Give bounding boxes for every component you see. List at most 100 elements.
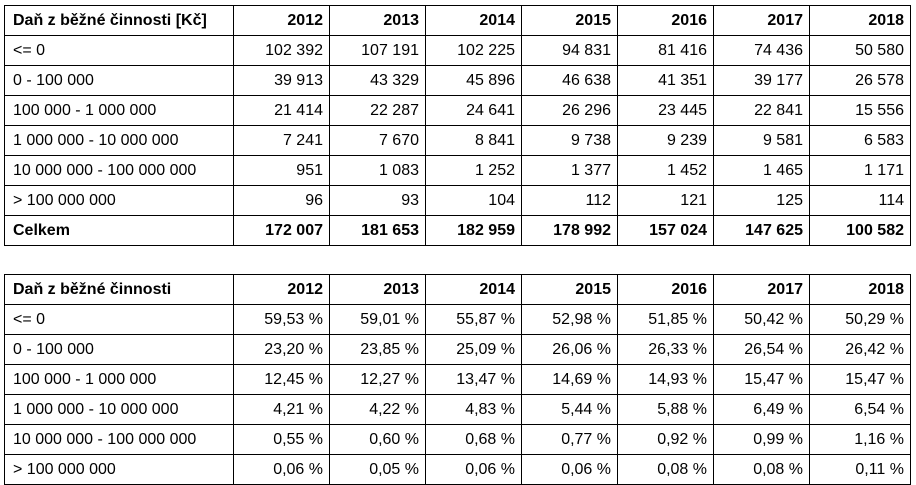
value-cell: 0,55 % — [233, 424, 330, 455]
value-cell: 25,09 % — [425, 334, 522, 365]
row-label-cell: > 100 000 000 — [4, 454, 234, 485]
value-cell: 6,49 % — [713, 394, 810, 425]
value-cell: 13,47 % — [425, 364, 522, 395]
value-cell: 125 — [713, 185, 810, 216]
table-row: 100 000 - 1 000 000 12,45 % 12,27 % 13,47 %… — [4, 364, 911, 395]
table-row: > 100 000 000 96 93 104 112 121 125 114 — [4, 185, 911, 216]
value-cell: 1,16 % — [809, 424, 911, 455]
value-cell: 2016 — [617, 5, 714, 36]
value-cell: 96 — [233, 185, 330, 216]
value-cell: 50,42 % — [713, 304, 810, 335]
value-cell: 46 638 — [521, 65, 618, 96]
value-cell: 26,33 % — [617, 334, 714, 365]
value-cell: 7 241 — [233, 125, 330, 156]
table-row: <= 0 102 392 107 191 102 225 94 831 81 416 74 … — [4, 35, 911, 66]
value-cell: 0,92 % — [617, 424, 714, 455]
value-cell: 39 177 — [713, 65, 810, 96]
row-label-cell: 100 000 - 1 000 000 — [4, 95, 234, 126]
value-cell: 0,11 % — [809, 454, 911, 485]
value-cell: 2017 — [713, 274, 810, 305]
value-cell: 104 — [425, 185, 522, 216]
value-cell: 23 445 — [617, 95, 714, 126]
value-cell: 94 831 — [521, 35, 618, 66]
value-cell: 147 625 — [713, 215, 810, 246]
value-cell: 45 896 — [425, 65, 522, 96]
table-row: 1 000 000 - 10 000 000 7 241 7 670 8 841 9 7… — [4, 125, 911, 156]
value-cell: 26 578 — [809, 65, 911, 96]
table-row: 10 000 000 - 100 000 000 0,55 % 0,60 % 0,68… — [4, 424, 911, 455]
value-cell: 12,45 % — [233, 364, 330, 395]
value-cell: 26 296 — [521, 95, 618, 126]
value-cell: 2014 — [425, 5, 522, 36]
value-cell: 100 582 — [809, 215, 911, 246]
value-cell: 0,99 % — [713, 424, 810, 455]
row-label-cell: <= 0 — [4, 304, 234, 335]
value-cell: 52,98 % — [521, 304, 618, 335]
value-cell: 0,68 % — [425, 424, 522, 455]
value-cell: 107 191 — [329, 35, 426, 66]
value-cell: 50,29 % — [809, 304, 911, 335]
value-cell: 14,93 % — [617, 364, 714, 395]
value-cell: 172 007 — [233, 215, 330, 246]
value-cell: 4,22 % — [329, 394, 426, 425]
value-cell: 15,47 % — [713, 364, 810, 395]
value-cell: 24 641 — [425, 95, 522, 126]
value-cell: 39 913 — [233, 65, 330, 96]
value-cell: 0,06 % — [521, 454, 618, 485]
row-label-cell: 0 - 100 000 — [4, 65, 234, 96]
value-cell: 0,08 % — [713, 454, 810, 485]
value-cell: 8 841 — [425, 125, 522, 156]
value-cell: 26,42 % — [809, 334, 911, 365]
value-cell: 1 171 — [809, 155, 911, 186]
row-label-cell: 100 000 - 1 000 000 — [4, 364, 234, 395]
value-cell: 55,87 % — [425, 304, 522, 335]
value-cell: 0,06 % — [425, 454, 522, 485]
value-cell: 21 414 — [233, 95, 330, 126]
value-cell: 0,06 % — [233, 454, 330, 485]
row-label-cell: Daň z běžné činnosti [Kč] — [4, 5, 234, 36]
value-cell: 1 377 — [521, 155, 618, 186]
value-cell: 59,01 % — [329, 304, 426, 335]
value-cell: 182 959 — [425, 215, 522, 246]
value-cell: 59,53 % — [233, 304, 330, 335]
value-cell: 7 670 — [329, 125, 426, 156]
table-row: 0 - 100 000 23,20 % 23,85 % 25,09 % 26,06 % 2… — [4, 334, 911, 365]
value-cell: 6,54 % — [809, 394, 911, 425]
value-cell: 22 841 — [713, 95, 810, 126]
value-cell: 81 416 — [617, 35, 714, 66]
tax-share-table-body: Daň z běžné činnosti 2012 2013 2014 2015 2016… — [4, 274, 911, 485]
value-cell: 1 252 — [425, 155, 522, 186]
value-cell: 178 992 — [521, 215, 618, 246]
row-label-cell: > 100 000 000 — [4, 185, 234, 216]
row-label-cell: 10 000 000 - 100 000 000 — [4, 424, 234, 455]
value-cell: 12,27 % — [329, 364, 426, 395]
value-cell: 951 — [233, 155, 330, 186]
value-cell: 14,69 % — [521, 364, 618, 395]
value-cell: 2013 — [329, 5, 426, 36]
value-cell: 2018 — [809, 5, 911, 36]
row-label-cell: 0 - 100 000 — [4, 334, 234, 365]
value-cell: 2012 — [233, 5, 330, 36]
value-cell: 5,44 % — [521, 394, 618, 425]
value-cell: 1 083 — [329, 155, 426, 186]
value-cell: 102 225 — [425, 35, 522, 66]
value-cell: 157 024 — [617, 215, 714, 246]
row-label-cell: 1 000 000 - 10 000 000 — [4, 394, 234, 425]
value-cell: 51,85 % — [617, 304, 714, 335]
value-cell: 0,05 % — [329, 454, 426, 485]
table-row: 1 000 000 - 10 000 000 4,21 % 4,22 % 4,83 %… — [4, 394, 911, 425]
value-cell: 50 580 — [809, 35, 911, 66]
value-cell: 4,83 % — [425, 394, 522, 425]
value-cell: 102 392 — [233, 35, 330, 66]
row-label-cell: Celkem — [4, 215, 234, 246]
header-row: Daň z běžné činnosti 2012 2013 2014 2015 2016… — [4, 274, 911, 305]
value-cell: 181 653 — [329, 215, 426, 246]
value-cell: 0,60 % — [329, 424, 426, 455]
value-cell: 15,47 % — [809, 364, 911, 395]
value-cell: 9 581 — [713, 125, 810, 156]
table-row: 10 000 000 - 100 000 000 951 1 083 1 252 1 3… — [4, 155, 911, 186]
row-label-cell: Daň z běžné činnosti — [4, 274, 234, 305]
value-cell: 23,20 % — [233, 334, 330, 365]
row-label-cell: <= 0 — [4, 35, 234, 66]
value-cell: 93 — [329, 185, 426, 216]
